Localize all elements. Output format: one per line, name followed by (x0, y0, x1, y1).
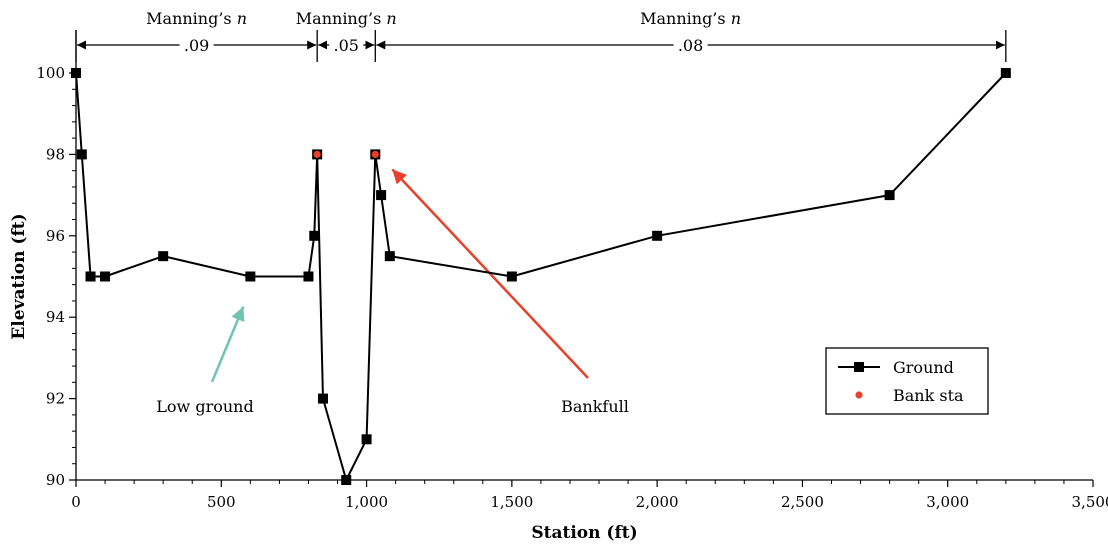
y-tick-label: 94 (46, 308, 65, 326)
ground-point (376, 190, 387, 201)
ground-point (158, 251, 169, 262)
bank-sta-point (371, 150, 379, 158)
y-tick-label: 92 (46, 390, 65, 408)
y-axis-ticks: 90 92 94 96 98 100 (36, 64, 76, 489)
manning-zone-value: .09 (184, 36, 209, 55)
x-tick-label: 3,000 (926, 493, 969, 511)
manning-zone-value: .08 (678, 36, 703, 55)
y-tick-label: 100 (36, 64, 65, 82)
legend-bank-sta-marker (855, 391, 863, 399)
ground-point (76, 149, 87, 160)
x-tick-label: 2,500 (781, 493, 824, 511)
ground-point (384, 251, 395, 262)
manning-zone-value-bg (179, 36, 214, 54)
legend-ground-marker (854, 362, 864, 372)
x-tick-label: 1,000 (345, 493, 388, 511)
ground-point (884, 190, 895, 201)
y-tick-label: 98 (46, 145, 65, 163)
axes (75, 30, 1093, 481)
series-bank-sta (313, 150, 379, 158)
manning-zone-value-bg (329, 36, 364, 54)
ground-point (361, 434, 372, 445)
manning-zone-title: Manning’s n (640, 9, 741, 28)
manning-zones: Manning’s n .09 Manning’s n .05 Manning’s n.… (75, 9, 1007, 62)
annotation-arrow (210, 306, 245, 383)
x-tick-label: 2,000 (636, 493, 679, 511)
ground-point (71, 68, 81, 78)
y-axis-title: Elevation (ft) (9, 213, 29, 339)
annotation-label: Low ground (156, 397, 253, 416)
legend-bank-sta-label: Bank sta (893, 386, 964, 405)
y-tick-label: 96 (46, 227, 65, 245)
x-tick-label: 500 (207, 493, 236, 511)
ground-point (309, 230, 320, 241)
ground-point (506, 271, 517, 282)
series-ground (71, 68, 1011, 485)
ground-line (75, 72, 1007, 481)
ground-point (245, 271, 256, 282)
ground-point (652, 230, 663, 241)
x-tick-label: 0 (71, 493, 81, 511)
legend-box (825, 347, 989, 415)
x-tick-label: 3,500 (1072, 493, 1108, 511)
ground-point (317, 393, 328, 404)
annotations: Low ground Bankfull (156, 168, 629, 416)
ground-point (85, 271, 96, 282)
y-tick-label: 90 (46, 471, 65, 489)
ground-point (341, 475, 352, 485)
bank-sta-point (313, 150, 321, 158)
manning-zone-value: .05 (334, 36, 359, 55)
x-axis-ticks: 0 500 1,000 1,500 2,000 2,500 3,000 3,500 (71, 480, 1108, 511)
manning-zone-value-bg (673, 36, 708, 54)
ground-point (303, 271, 314, 282)
ground-point (100, 271, 111, 282)
legend: Ground Bank sta (825, 347, 989, 415)
manning-zone-title: Manning’s n (146, 9, 247, 28)
x-axis-title: Station (ft) (531, 523, 637, 543)
legend-ground-label: Ground (893, 358, 954, 377)
ground-point (1000, 68, 1011, 78)
x-tick-label: 1,500 (490, 493, 533, 511)
manning-zone-title: Manning’s n (296, 9, 397, 28)
annotation-label: Bankfull (561, 397, 629, 416)
